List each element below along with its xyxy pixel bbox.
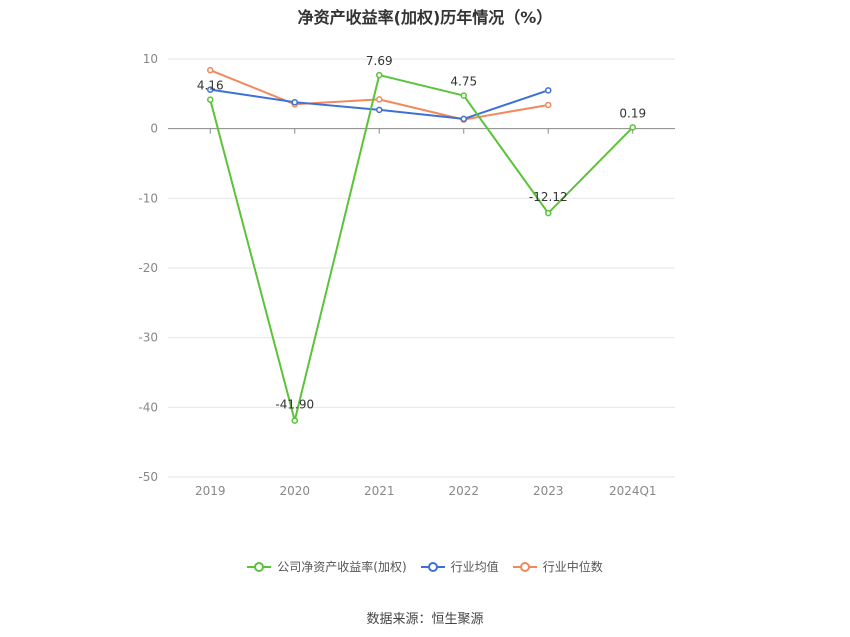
y-tick-label: -30 bbox=[138, 331, 158, 345]
data-point bbox=[545, 101, 552, 109]
legend-swatch-icon bbox=[420, 561, 445, 572]
series-line bbox=[209, 73, 634, 421]
y-tick-label: -50 bbox=[138, 470, 158, 484]
y-tick-label: 0 bbox=[150, 122, 158, 136]
grid-lines bbox=[168, 58, 675, 478]
chart-title: 净资产收益率(加权)历年情况（%） bbox=[297, 8, 553, 27]
data-point bbox=[460, 115, 467, 123]
y-tick-label: 10 bbox=[143, 52, 158, 66]
legend-swatch-icon bbox=[512, 561, 537, 572]
data-label: -41.90 bbox=[275, 398, 314, 412]
data-label: 4.16 bbox=[197, 79, 224, 93]
data-label: 4.75 bbox=[450, 75, 477, 89]
x-tick-label: 2021 bbox=[364, 484, 395, 498]
data-label: 7.69 bbox=[366, 54, 393, 68]
x-tick-label: 2023 bbox=[533, 484, 564, 498]
data-point bbox=[629, 124, 636, 131]
x-tick-label: 2024Q1 bbox=[609, 484, 657, 498]
y-tick-labels: 10 0 -10 -20 -30 -40 -50 bbox=[138, 52, 158, 484]
data-point bbox=[207, 96, 214, 103]
data-point bbox=[291, 417, 298, 424]
data-point bbox=[291, 98, 298, 106]
legend-label: 行业均值 bbox=[450, 560, 499, 574]
data-label: -12.12 bbox=[529, 190, 568, 204]
data-point bbox=[376, 71, 383, 79]
data-point bbox=[460, 92, 467, 99]
legend-item[interactable]: 公司净资产收益率(加权) bbox=[247, 558, 407, 575]
source-note: 数据来源：恒生聚源 bbox=[366, 612, 484, 627]
y-tick-label: -10 bbox=[138, 191, 158, 205]
data-label: 0.19 bbox=[619, 106, 646, 120]
legend-swatch-icon bbox=[247, 561, 272, 572]
series-lines bbox=[207, 66, 636, 424]
x-tick-label: 2022 bbox=[448, 484, 479, 498]
data-point bbox=[545, 209, 552, 217]
data-point bbox=[545, 87, 552, 94]
data-point bbox=[376, 96, 383, 103]
data-point bbox=[376, 106, 383, 114]
data-point bbox=[207, 86, 214, 93]
legend-label: 公司净资产收益率(加权) bbox=[277, 560, 407, 574]
line-chart: 100-10-20-30-40-50 2019 2020 2021 2022 2023 2… bbox=[138, 52, 675, 498]
legend: 公司净资产收益率(加权) 行业均值 行业中位数 bbox=[0, 558, 850, 575]
legend-item[interactable]: 行业中位数 bbox=[512, 558, 603, 575]
y-tick-label: -20 bbox=[138, 261, 158, 275]
x-tick-label: 2019 bbox=[195, 484, 226, 498]
x-tick-labels: 2019 2020 2021 2022 2023 2024Q1 bbox=[195, 128, 657, 498]
y-tick-label: -40 bbox=[138, 400, 158, 414]
x-tick-label: 2020 bbox=[279, 484, 310, 498]
data-point bbox=[207, 66, 214, 74]
legend-item[interactable]: 行业均值 bbox=[420, 558, 499, 575]
legend-label: 行业中位数 bbox=[542, 560, 603, 574]
data-labels: 4.16 -41.90 7.69 4.75 -12.12 0.19 bbox=[197, 54, 646, 411]
